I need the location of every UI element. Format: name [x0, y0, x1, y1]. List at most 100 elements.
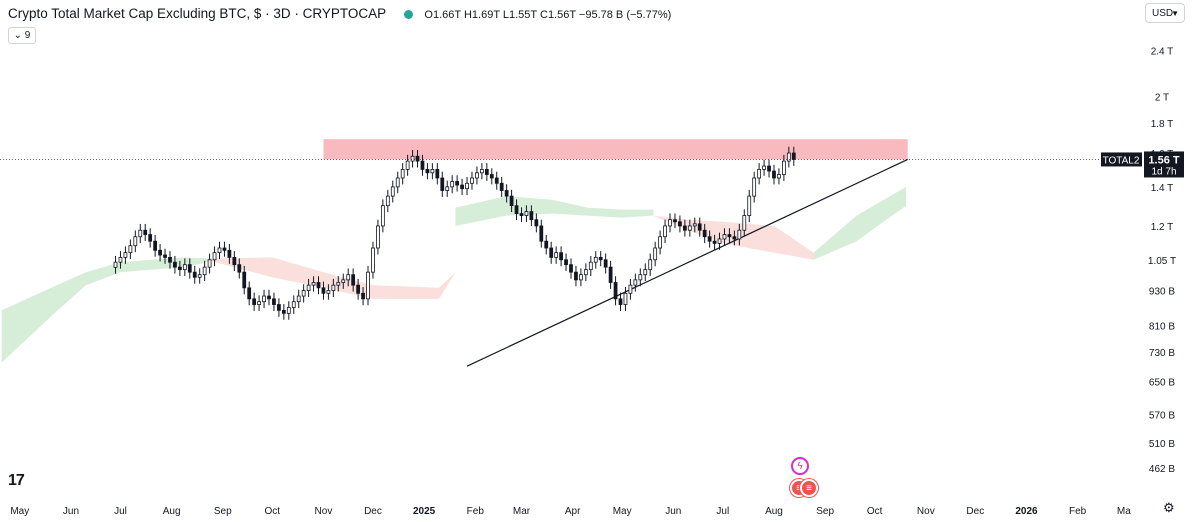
candle-down	[321, 287, 326, 294]
y-tick-label: 2 T	[1155, 92, 1169, 103]
x-tick-label: Nov	[315, 506, 333, 517]
candle-down	[569, 264, 573, 273]
candle-up	[786, 152, 791, 162]
candle-up	[638, 274, 643, 281]
y-tick-label: 650 B	[1149, 377, 1175, 388]
candle-down	[608, 266, 613, 283]
candle-down	[673, 219, 677, 223]
candle-down	[425, 168, 430, 174]
candle-up	[588, 261, 593, 271]
candle-up	[113, 261, 118, 268]
indicators-toggle-button[interactable]: ⌄ 9	[8, 27, 36, 44]
candle-up	[380, 205, 385, 227]
candle-down	[460, 184, 464, 190]
candle-up	[346, 274, 351, 281]
lightning-icon[interactable]: ϟ	[791, 457, 809, 475]
candle-down	[539, 225, 544, 242]
candle-up	[133, 236, 138, 247]
y-tick-label: 570 B	[1149, 411, 1175, 422]
x-tick-label: Dec	[364, 506, 382, 517]
candle-up	[197, 274, 202, 278]
x-tick-label: Oct	[867, 506, 883, 517]
candle-up	[648, 259, 653, 271]
y-tick-label: 2.4 T	[1151, 46, 1174, 57]
y-tick-label: 462 B	[1149, 464, 1175, 475]
candle-up	[390, 186, 395, 197]
candle-up	[524, 211, 529, 217]
price-label: 1.56 T	[1148, 154, 1179, 166]
symbol-title[interactable]: Crypto Total Market Cap Excluding BTC, $…	[8, 6, 386, 21]
x-tick-label: Jul	[114, 506, 127, 517]
candle-up	[291, 301, 296, 308]
candle-down	[618, 298, 623, 305]
candle-down	[316, 282, 321, 289]
x-tick-label: Jun	[63, 506, 79, 517]
candle-down	[232, 256, 237, 266]
candle-up	[212, 252, 217, 261]
x-tick-label: Ma	[1117, 506, 1131, 517]
candle-up	[737, 229, 742, 240]
tradingview-logo-icon[interactable]: 17	[8, 472, 25, 489]
x-tick-label: Aug	[163, 506, 181, 517]
candle-up	[262, 295, 266, 303]
candle-up	[366, 271, 370, 300]
currency-select[interactable]: USD ▼	[1145, 3, 1185, 23]
candle-up	[782, 160, 786, 175]
candle-up	[395, 177, 400, 188]
candle-down	[361, 292, 365, 300]
candle-down	[598, 256, 603, 261]
candle-down	[281, 309, 286, 314]
candle-down	[173, 261, 177, 268]
candle-up	[470, 177, 474, 184]
x-tick-label: Sep	[214, 506, 232, 517]
candle-down	[549, 247, 554, 258]
candle-down	[559, 252, 563, 261]
ichimoku-cloud-bull	[1, 257, 212, 363]
candle-down	[153, 240, 158, 251]
candle-up	[757, 168, 762, 179]
trendline	[466, 158, 908, 367]
candle-down	[613, 282, 618, 300]
y-tick-label: 1.8 T	[1151, 119, 1174, 130]
candle-up	[207, 259, 212, 268]
candle-down	[534, 219, 539, 227]
x-tick-label: Nov	[917, 506, 935, 517]
candle-up	[653, 247, 658, 261]
candle-up	[286, 307, 291, 314]
gear-icon[interactable]: ⚙	[1163, 500, 1175, 515]
candle-down	[603, 259, 608, 268]
us-flag-icon[interactable]: ≡	[800, 479, 818, 497]
x-tick-label: Jul	[716, 506, 729, 517]
candle-down	[484, 168, 489, 175]
candle-down	[712, 240, 717, 244]
candle-up	[450, 181, 455, 188]
candle-down	[767, 165, 771, 172]
candle-up	[722, 234, 727, 240]
candle-up	[296, 295, 301, 303]
x-tick-label: Feb	[1069, 506, 1087, 517]
candle-up	[717, 238, 722, 244]
candle-down	[272, 298, 276, 305]
candle-up	[554, 252, 559, 258]
candle-up	[118, 256, 123, 263]
candle-up	[430, 168, 435, 174]
candle-down	[192, 271, 197, 278]
x-tick-label: Dec	[966, 506, 984, 517]
price-label-bg	[1144, 151, 1184, 178]
candle-down	[732, 236, 737, 240]
candle-down	[727, 234, 732, 238]
x-tick-label: Oct	[265, 506, 281, 517]
candle-up	[400, 168, 405, 179]
candle-down	[177, 266, 182, 271]
candle-down	[455, 181, 460, 186]
x-tick-label: Aug	[765, 506, 783, 517]
candle-down	[237, 264, 242, 273]
candle-down	[252, 298, 257, 305]
candle-up	[752, 177, 757, 197]
candle-down	[143, 229, 148, 235]
candle-down	[509, 195, 514, 207]
candle-down	[277, 304, 281, 311]
candle-up	[202, 266, 207, 276]
candle-down	[702, 229, 707, 238]
